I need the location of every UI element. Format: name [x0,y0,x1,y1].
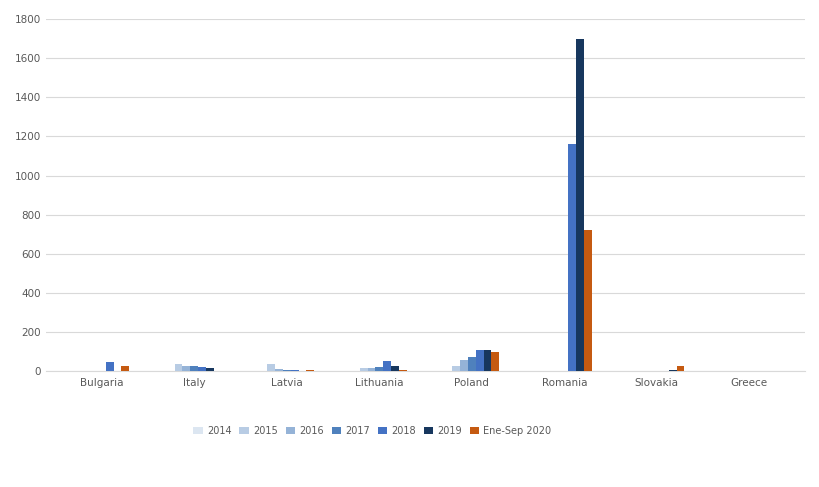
Legend: 2014, 2015, 2016, 2017, 2018, 2019, Ene-Sep 2020: 2014, 2015, 2016, 2017, 2018, 2019, Ene-… [189,422,554,440]
Bar [174,364,183,372]
Bar [676,367,684,372]
Bar [367,369,375,372]
Bar [190,367,198,372]
Bar [667,371,676,372]
Bar [491,352,499,372]
Bar [459,359,468,372]
Bar [391,367,399,372]
Bar [183,366,190,372]
Bar [360,369,367,372]
Bar [267,364,274,372]
Bar [568,144,576,372]
Bar [468,356,475,372]
Bar [121,367,129,372]
Bar [283,371,291,372]
Bar [306,371,314,372]
Bar [583,230,591,372]
Bar [475,350,483,372]
Bar [375,368,382,372]
Bar [576,38,583,372]
Bar [451,366,459,372]
Bar [399,371,406,372]
Bar [382,361,391,372]
Bar [198,368,206,372]
Bar [291,371,298,372]
Bar [206,369,214,372]
Bar [274,370,283,372]
Bar [106,362,113,372]
Bar [483,350,491,372]
